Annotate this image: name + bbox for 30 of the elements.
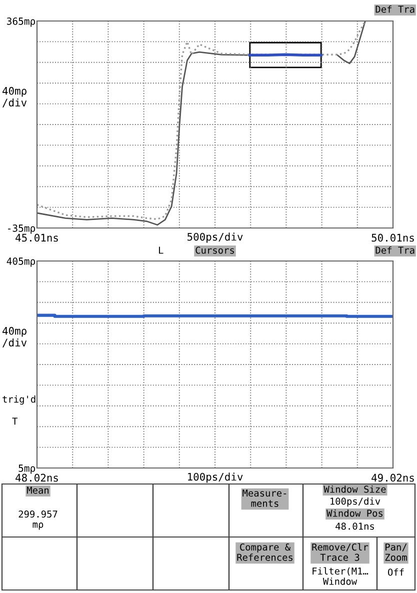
text: 100ps/div <box>330 497 380 507</box>
text: Pan/ Zoom <box>385 544 407 561</box>
text: Measure- ments <box>242 490 286 507</box>
y-tick-label: 365mρ <box>6 18 36 27</box>
x-tick-label: 45.01ns <box>16 234 58 242</box>
text: Window Pos <box>326 509 382 517</box>
x-tick-label: 48.02ns <box>16 474 58 482</box>
text: Window Size <box>324 485 386 493</box>
text: Def Tra <box>376 246 414 254</box>
x-axis-title: 100ps/div <box>188 472 243 483</box>
x-tick-label: 49.02ns <box>372 474 414 482</box>
text: trig'd <box>2 395 36 405</box>
y-axis-title: 40mρ /div <box>2 86 27 108</box>
x-axis-title: 500ps/div <box>188 232 243 243</box>
text: 48.01ns <box>336 522 374 530</box>
y-tick-label: 5mρ <box>18 464 36 474</box>
text: Remove/Clr Trace 3 <box>312 543 368 561</box>
text: Compare & References <box>237 543 292 561</box>
text: 299.957 mρ <box>18 510 58 530</box>
text: Cursors <box>196 246 234 254</box>
text: T <box>12 418 18 425</box>
y-tick-label: 405mρ <box>6 258 36 267</box>
y-tick-label: -35mρ <box>8 224 36 234</box>
text: L <box>158 246 164 254</box>
text: Filter(M1… Window <box>312 567 368 585</box>
text: Def Tra <box>376 5 414 13</box>
text: Mean <box>27 486 49 494</box>
text: Off <box>388 568 404 576</box>
x-tick-label: 50.01ns <box>372 234 414 242</box>
y-axis-title: 40mρ /div <box>2 326 27 348</box>
